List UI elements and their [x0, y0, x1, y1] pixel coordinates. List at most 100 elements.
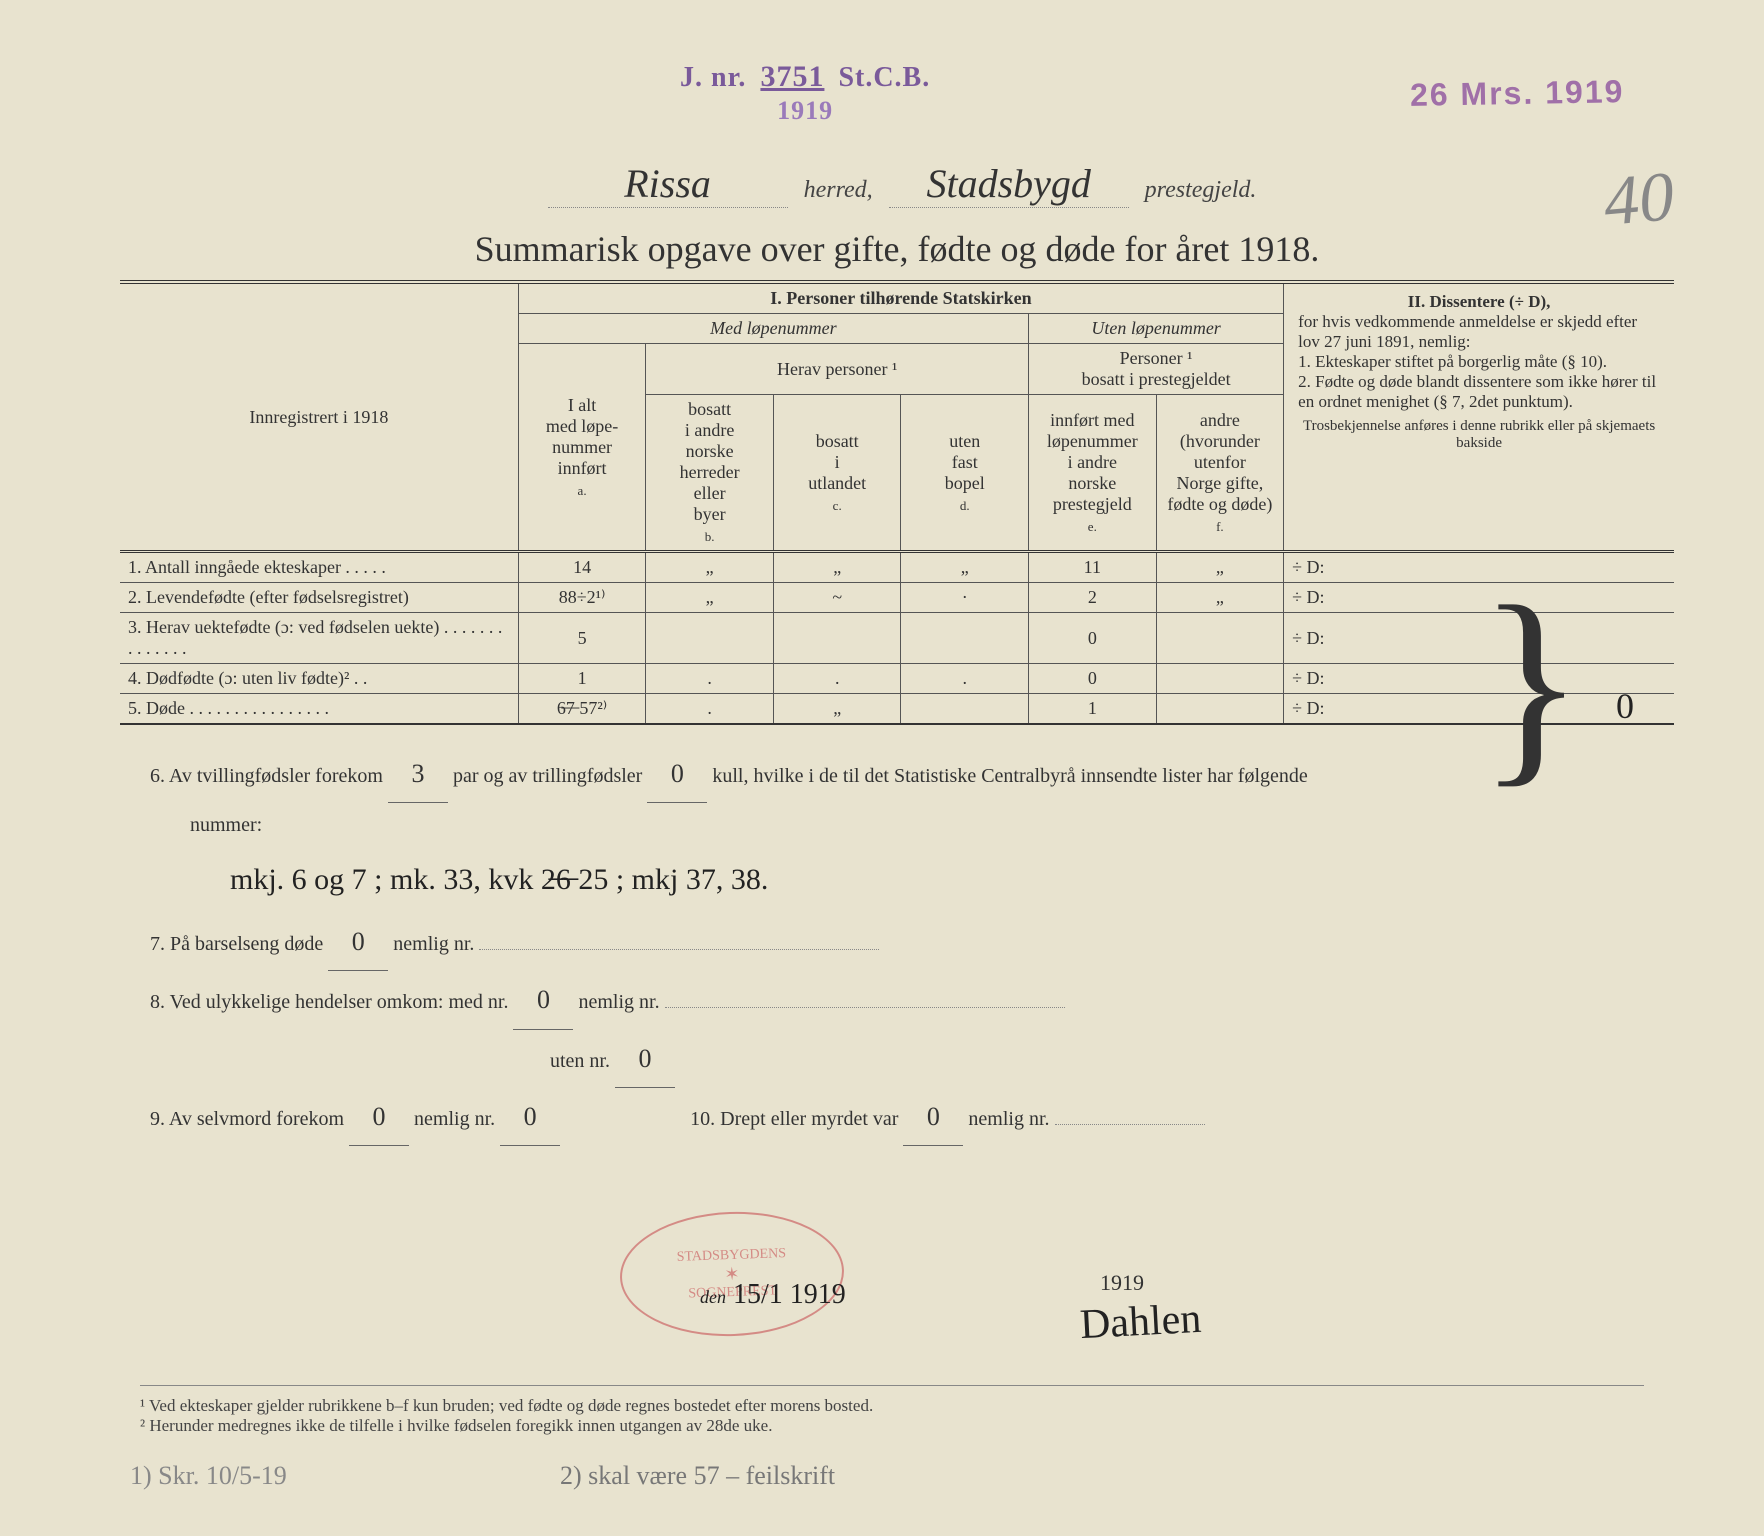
table-row: 3. Herav uektefødte (ɔ: ved fødselen uek…: [120, 613, 1674, 664]
left-header: Innregistrert i 1918: [120, 282, 518, 552]
jnr-suffix: St.C.B.: [838, 62, 930, 93]
row3-f: [1156, 613, 1284, 664]
row4-label: 4. Dødfødte (ɔ: uten liv fødte)² . .: [120, 664, 518, 694]
col-e-header: innført med løpenummer i andre norske pr…: [1029, 395, 1157, 552]
row5-e: 1: [1029, 694, 1157, 725]
col-d-header: uten fast bopeld.: [901, 395, 1029, 552]
q7-val: 0: [328, 913, 388, 971]
pencil-note-left: 1) Skr. 10/5-19: [130, 1461, 287, 1491]
q6-line: 6. Av tvillingfødsler forekom 3 par og a…: [150, 745, 1674, 803]
row3-b: [646, 613, 774, 664]
row3-c: [773, 613, 901, 664]
q6-twins: 3: [388, 745, 448, 803]
jnr-year: 1919: [680, 96, 930, 126]
row2-e: 2: [1029, 583, 1157, 613]
table-row: 5. Døde . . . . . . . . . . . . . . . . …: [120, 694, 1674, 725]
q9-val2: 0: [500, 1088, 560, 1146]
pencil-page-number: 40: [1601, 157, 1678, 243]
row3-d: [901, 613, 1029, 664]
row1-a: 14: [518, 552, 646, 583]
row4-c: .: [773, 664, 901, 694]
row4-f: [1156, 664, 1284, 694]
dissenter-item1: 1. Ekteskaper stiftet på borgerlig måte …: [1298, 352, 1660, 372]
dissenter-note: Trosbekjennelse anføres i denne rubrikk …: [1298, 418, 1660, 452]
row3-label: 3. Herav uektefødte (ɔ: ved fødselen uek…: [120, 613, 518, 664]
q6-nummer-label: nummer:: [150, 803, 1674, 847]
jnr-number: 3751: [760, 60, 824, 93]
col-a-header: I alt med løpe- nummer innførta.: [518, 344, 646, 552]
row2-a: 88÷2¹⁾: [518, 583, 646, 613]
row5-a: 6̶7̶ 57²⁾: [518, 694, 646, 725]
herred-label: herred,: [804, 177, 873, 203]
document-page: J. nr. 3751 St.C.B. 1919 26 Mrs. 1919 40…: [0, 0, 1764, 1536]
signature-name: Dahlen: [1079, 1295, 1203, 1349]
parish-seal-stamp: STADSBYGDENS ✶ SOGNEPREST: [618, 1208, 846, 1340]
row5-c: „: [773, 694, 901, 725]
bracket-value: 0: [1616, 685, 1634, 727]
curly-bracket-icon: }: [1478, 595, 1584, 771]
footnotes: ¹ Ved ekteskaper gjelder rubrikkene b–f …: [140, 1385, 1644, 1436]
row4-b: .: [646, 664, 774, 694]
row5-label: 5. Døde . . . . . . . . . . . . . . . .: [120, 694, 518, 725]
footnote-1: ¹ Ved ekteskaper gjelder rubrikkene b–f …: [140, 1396, 1644, 1416]
q8-line: 8. Ved ulykkelige hendelser omkom: med n…: [150, 971, 1674, 1029]
row5-d: [901, 694, 1029, 725]
lower-questions: 6. Av tvillingfødsler forekom 3 par og a…: [120, 745, 1674, 1146]
section2-cell: II. Dissentere (÷ D), for hvis vedkommen…: [1284, 282, 1674, 552]
q7-line: 7. På barselseng døde 0 nemlig nr.: [150, 913, 1674, 971]
dissenter-item2: 2. Fødte og døde blandt dissentere som i…: [1298, 372, 1660, 412]
row2-f: „: [1156, 583, 1284, 613]
row1-c: „: [773, 552, 901, 583]
med-lopenummer: Med løpenummer: [518, 314, 1028, 344]
row4-a: 1: [518, 664, 646, 694]
uten-sub: Personer ¹ bosatt i prestegjeldet: [1029, 344, 1284, 395]
herred-value: Rissa: [548, 160, 788, 208]
row2-b: „: [646, 583, 774, 613]
prestegjeld-label: prestegjeld.: [1145, 177, 1257, 203]
footnote-2: ² Herunder medregnes ikke de tilfelle i …: [140, 1416, 1644, 1436]
q9-val: 0: [349, 1088, 409, 1146]
table-row: 2. Levendefødte (efter fødselsregistret)…: [120, 583, 1674, 613]
row1-e: 11: [1029, 552, 1157, 583]
q9-q10-line: 9. Av selvmord forekom 0 nemlig nr. 0 10…: [150, 1088, 1674, 1146]
pencil-note-center: 2) skal være 57 – feilskrift: [560, 1461, 835, 1491]
row3-a: 5: [518, 613, 646, 664]
row2-c: ~: [773, 583, 901, 613]
row4-d: .: [901, 664, 1029, 694]
row4-e: 0: [1029, 664, 1157, 694]
signature-date: den 15/1 1919: [700, 1279, 846, 1311]
q10-blank: [1055, 1124, 1205, 1125]
date-received-stamp: 26 Mrs. 1919: [1409, 73, 1624, 114]
document-title: Summarisk opgave over gifte, fødte og dø…: [120, 228, 1674, 270]
q10-val: 0: [903, 1088, 963, 1146]
row2-label: 2. Levendefødte (efter fødselsregistret): [120, 583, 518, 613]
herav-personer: Herav personer ¹: [646, 344, 1029, 395]
main-table: Innregistrert i 1918 I. Personer tilhøre…: [120, 280, 1674, 725]
dissenter-text: for hvis vedkommende anmeldelse er skjed…: [1298, 312, 1660, 352]
header-line: Rissa herred, Stadsbygd prestegjeld.: [120, 160, 1674, 208]
q6-triplets: 0: [647, 745, 707, 803]
row1-b: „: [646, 552, 774, 583]
section2-title: II. Dissentere (÷ D),: [1298, 292, 1660, 312]
journal-number-stamp: J. nr. 3751 St.C.B. 1919: [680, 60, 930, 126]
q7-blank: [479, 949, 879, 950]
col-b-header: bosatt i andre norske herreder eller bye…: [646, 395, 774, 552]
q8-val2: 0: [615, 1030, 675, 1088]
table-row: 1. Antall inngåede ekteskaper . . . . . …: [120, 552, 1674, 583]
col-f-header: andre (hvorunder utenfor Norge gifte, fø…: [1156, 395, 1284, 552]
row5-f: [1156, 694, 1284, 725]
section1-title: I. Personer tilhørende Statskirken: [518, 282, 1283, 314]
row3-e: 0: [1029, 613, 1157, 664]
row5-b: .: [646, 694, 774, 725]
q6-handwritten: mkj. 6 og 7 ; mk. 33, kvk 2̶6̶ 25 ; mkj …: [150, 847, 1674, 913]
row1-d: „: [901, 552, 1029, 583]
jnr-label: J. nr.: [680, 62, 746, 94]
row1-f: „: [1156, 552, 1284, 583]
prestegjeld-value: Stadsbygd: [889, 160, 1129, 208]
q8-val1: 0: [513, 971, 573, 1029]
row2-d: ·: [901, 583, 1029, 613]
col-c-header: bosatt i utlandetc.: [773, 395, 901, 552]
row1-label: 1. Antall inngåede ekteskaper . . . . .: [120, 552, 518, 583]
q8-uten-line: uten nr. 0: [150, 1030, 1674, 1088]
table-row: 4. Dødfødte (ɔ: uten liv fødte)² . . 1 .…: [120, 664, 1674, 694]
